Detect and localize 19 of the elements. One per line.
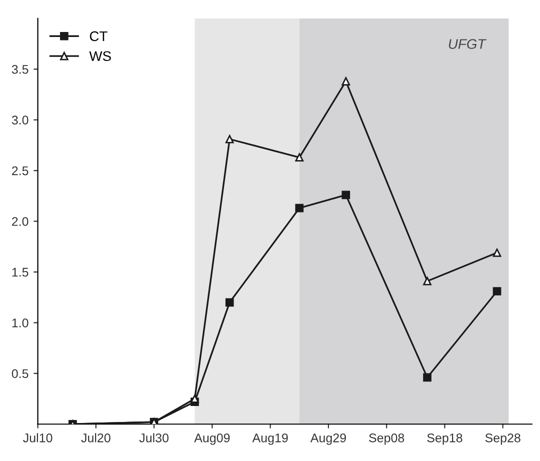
y-tick-label: 1.5 bbox=[12, 268, 28, 277]
y-tick-label: 2.0 bbox=[12, 217, 28, 226]
x-tick-label: Jul20 bbox=[81, 433, 110, 442]
y-tick-label: 0.5 bbox=[12, 369, 28, 378]
y-tick-label: 3.0 bbox=[12, 116, 28, 125]
x-tick-label: Sep18 bbox=[427, 433, 462, 445]
y-tick-label: 2.5 bbox=[12, 166, 28, 176]
x-tick-label: Jul10 bbox=[23, 433, 52, 442]
y-tick-label: 1.0 bbox=[12, 318, 28, 328]
y-tick-label: 3.5 bbox=[12, 64, 28, 74]
band-label: UFGT bbox=[448, 39, 487, 49]
legend-label: WS bbox=[89, 51, 111, 62]
legend-label: CT bbox=[90, 31, 108, 42]
x-tick-label: Aug09 bbox=[194, 433, 230, 445]
x-tick-label: Sep28 bbox=[485, 433, 520, 445]
x-tick-label: Jul30 bbox=[139, 433, 169, 442]
x-tick-label: Aug19 bbox=[252, 433, 288, 445]
x-tick-label: Aug29 bbox=[310, 433, 346, 445]
x-tick-label: Sep08 bbox=[369, 433, 404, 445]
